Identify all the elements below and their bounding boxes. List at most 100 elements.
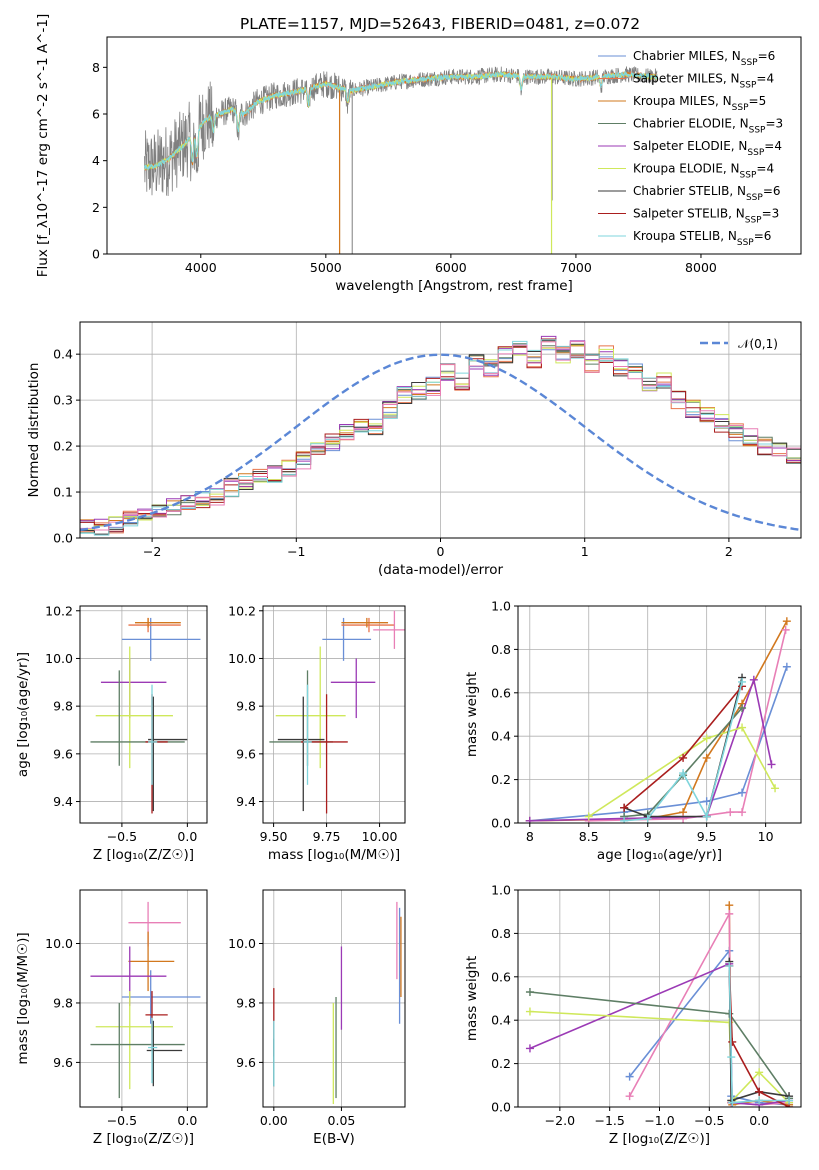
y-axis-label: Flux [f_λ10^-17 erg cm^-2 s^-1 A^-1] xyxy=(35,14,51,277)
weight-marker xyxy=(755,1087,764,1096)
x-tick-label: 9.5 xyxy=(697,829,717,844)
y-tick-label: 0.2 xyxy=(491,1056,511,1071)
weight-marker xyxy=(525,987,534,996)
axes-frame xyxy=(79,605,208,824)
x-tick-label: −1.5 xyxy=(594,1113,624,1128)
legend-entry: Kroupa MILES, NSSP=5 xyxy=(633,94,766,113)
x-tick-label: 10.00 xyxy=(362,829,398,844)
legend-entry: Chabrier STELIB, NSSP=6 xyxy=(633,184,781,203)
plot-area xyxy=(525,617,791,823)
y-tick-label: 4 xyxy=(92,153,100,168)
legend-entry: Kroupa STELIB, NSSP=6 xyxy=(633,229,771,248)
age-vs-metallicity-panel: −0.5 0.0 9.4 9.6 9.8 10.0 10.2 Z [log₁₀(Z/Z☉)] a… xyxy=(15,603,208,863)
histogram-step xyxy=(80,340,801,526)
x-tick-label: 2 xyxy=(725,544,733,559)
weight-marker xyxy=(767,760,776,769)
weight-marker xyxy=(643,814,652,823)
weight-marker xyxy=(738,808,747,817)
y-tick-label: 0.2 xyxy=(491,772,511,787)
y-tick-label: 9.6 xyxy=(53,1055,73,1070)
weight-marker xyxy=(702,797,711,806)
spectrum-legend: Chabrier MILES, NSSP=6 Salpeter MILES, NS… xyxy=(598,49,783,248)
x-tick-label: −2 xyxy=(143,544,161,559)
plot-area xyxy=(525,901,794,1107)
legend-entry: Chabrier MILES, NSSP=6 xyxy=(633,49,775,68)
y-tick-label: 0.6 xyxy=(491,969,511,984)
y-axis-label: mass weight xyxy=(464,956,480,1041)
x-tick-label: −0.5 xyxy=(107,1113,137,1128)
histogram-step xyxy=(80,343,801,534)
age-vs-mass-panel: 9.50 9.75 10.00 9.4 9.6 9.8 10.0 10.2 mass [log₁… xyxy=(228,603,406,863)
weight-marker xyxy=(584,812,593,821)
x-tick-label: 9 xyxy=(644,829,652,844)
x-tick-label: 5000 xyxy=(310,260,342,275)
x-axis-label: Z [log₁₀(Z/Z☉)] xyxy=(93,1131,194,1147)
weight-marker xyxy=(725,961,734,970)
plot-area xyxy=(273,901,402,1105)
x-tick-label: 7000 xyxy=(560,260,592,275)
x-axis-label: E(B-V) xyxy=(313,1131,355,1147)
x-tick-label: 0.0 xyxy=(177,1113,197,1128)
weight-marker xyxy=(727,1053,736,1062)
y-tick-label: 10.2 xyxy=(45,603,73,618)
histogram-step xyxy=(80,344,801,530)
y-tick-label: 0.0 xyxy=(491,1100,511,1115)
x-tick-label: 4000 xyxy=(185,260,217,275)
y-tick-label: 9.6 xyxy=(53,746,73,761)
axes-frame xyxy=(262,889,406,1108)
y-tick-label: 0.2 xyxy=(53,439,73,454)
weight-marker xyxy=(702,753,711,762)
weight-marker xyxy=(749,675,758,684)
y-tick-label: 0.8 xyxy=(491,926,511,941)
figure-title: PLATE=1157, MJD=52643, FIBERID=0481, z=0… xyxy=(240,15,640,33)
weight-line xyxy=(624,681,743,822)
x-tick-label: 1 xyxy=(581,544,589,559)
histogram-step xyxy=(80,340,801,535)
y-tick-label: 2 xyxy=(92,200,100,215)
x-axis-label: age [log₁₀(age/yr)] xyxy=(597,847,722,863)
plot-area xyxy=(144,66,658,254)
weight-marker xyxy=(738,703,747,712)
weight-marker xyxy=(725,909,734,918)
mass-weight-vs-age-panel: 8 8.5 9 9.5 10 0.0 0.2 0.4 0.6 0.8 1.0 age [log₁₀(a… xyxy=(464,599,802,863)
y-axis-label: mass [log₁₀(M/M☉)] xyxy=(15,932,31,1064)
axes-frame xyxy=(262,605,406,824)
weight-line xyxy=(588,629,787,822)
y-tick-label: 9.4 xyxy=(236,794,256,809)
y-tick-label: 10.0 xyxy=(228,651,256,666)
weight-marker xyxy=(625,1072,634,1081)
weight-marker xyxy=(525,1007,534,1016)
weight-marker xyxy=(755,1096,764,1105)
weight-marker xyxy=(738,677,747,686)
plot-area xyxy=(269,610,405,814)
y-tick-label: 0 xyxy=(92,247,100,262)
x-axis-label: Z [log₁₀(Z/Z☉)] xyxy=(609,1131,710,1147)
y-tick-label: 10.0 xyxy=(45,651,73,666)
weight-line xyxy=(624,707,743,818)
weight-marker xyxy=(782,662,791,671)
x-tick-label: 0.0 xyxy=(749,1113,769,1128)
y-tick-label: 10.0 xyxy=(228,936,256,951)
x-tick-label: 8 xyxy=(526,829,534,844)
plot-area xyxy=(80,335,801,536)
x-tick-label: 10 xyxy=(758,829,774,844)
plot-area xyxy=(90,901,201,1099)
x-tick-label: 9.50 xyxy=(260,829,288,844)
weight-marker xyxy=(781,625,790,634)
x-axis-label: wavelength [Angstrom, rest frame] xyxy=(335,278,573,294)
legend-entry: Chabrier ELODIE, NSSP=3 xyxy=(633,117,783,136)
weight-marker xyxy=(771,784,780,793)
x-tick-label: 9.75 xyxy=(313,829,341,844)
data-spectrum-line xyxy=(144,66,658,197)
x-axis-label: Z [log₁₀(Z/Z☉)] xyxy=(93,847,194,863)
weight-marker xyxy=(525,1044,534,1053)
y-tick-label: 9.6 xyxy=(236,1055,256,1070)
weight-line xyxy=(529,620,788,822)
y-tick-label: 0.0 xyxy=(491,816,511,831)
y-tick-label: 0.4 xyxy=(491,729,511,744)
y-tick-label: 9.6 xyxy=(236,746,256,761)
weight-marker xyxy=(702,812,711,821)
y-tick-label: 0.8 xyxy=(491,642,511,657)
x-tick-label: −2.0 xyxy=(545,1113,575,1128)
x-tick-label: 0 xyxy=(437,544,445,559)
